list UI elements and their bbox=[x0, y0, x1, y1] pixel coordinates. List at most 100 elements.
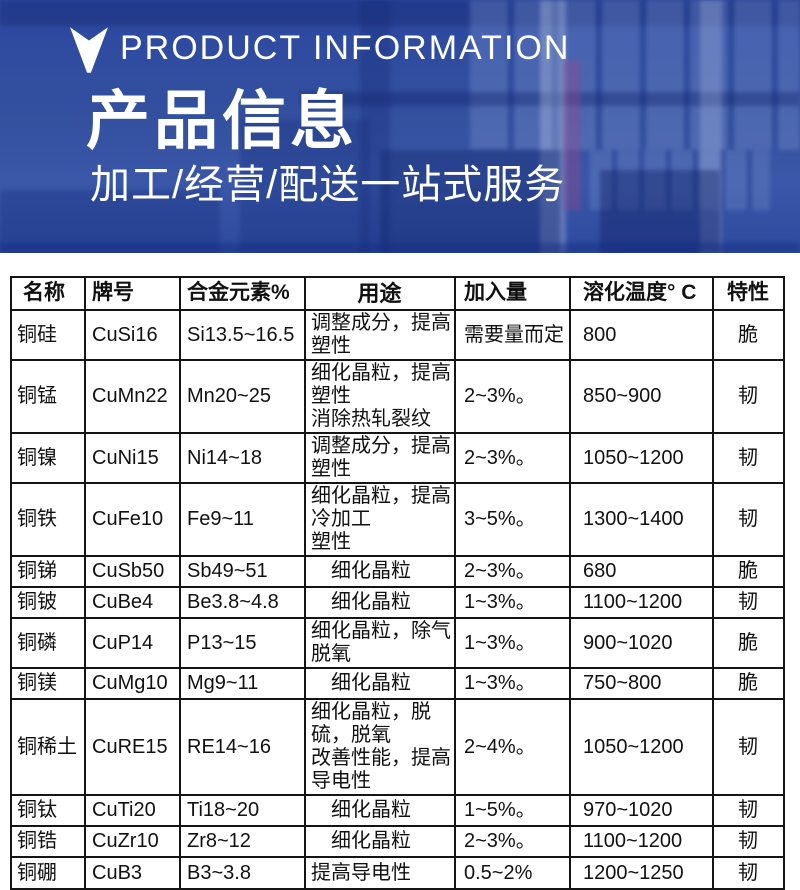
cell-name: 铜硅 bbox=[10, 309, 86, 361]
cell-trait: 脆 bbox=[712, 555, 785, 588]
photo-shape bbox=[300, 92, 800, 106]
table-body: 铜硅 CuSi16 Si13.5~16.5 调整成分，提高塑性 需要量而定 800 脆铜锰 C… bbox=[10, 309, 785, 890]
cell-usage: 细化晶粒，提高冷加工 塑性 bbox=[304, 482, 456, 557]
cell-name: 铜镍 bbox=[10, 432, 86, 484]
cell-temp: 680 bbox=[569, 555, 714, 588]
english-title: PRODUCT INFORMATION bbox=[120, 29, 571, 67]
cell-grade: CuMg10 bbox=[84, 667, 181, 700]
table-row: 铜钛 CuTi20 Ti18~20 细化晶粒 1~5%。 970~1020 韧 bbox=[10, 794, 785, 827]
photo-shape bbox=[380, 150, 560, 253]
column-header-trait: 特性 bbox=[712, 276, 785, 311]
cell-usage: 调整成分，提高塑性 bbox=[304, 309, 456, 361]
table-row: 铜镍 CuNi15 Ni14~18 调整成分，提高塑性 2~3%。 1050~1200 韧 bbox=[10, 432, 785, 484]
column-header-temp: 溶化温度° C bbox=[569, 276, 714, 311]
cell-temp: 1300~1400 bbox=[569, 482, 714, 557]
column-header-name: 名称 bbox=[10, 276, 86, 311]
photo-shape bbox=[590, 150, 770, 210]
cell-temp: 1050~1200 bbox=[569, 698, 714, 796]
photo-shape bbox=[600, 170, 720, 253]
cell-alloy: Ti18~20 bbox=[179, 794, 306, 827]
cell-trait: 脆 bbox=[712, 617, 785, 669]
cell-trait: 韧 bbox=[712, 794, 785, 827]
cell-alloy: Sb49~51 bbox=[179, 555, 306, 588]
cell-name: 铜铍 bbox=[10, 586, 86, 619]
product-spec-table: 名称 牌号 合金元素% 用途 加入量 溶化温度° C 特性 铜硅 CuSi16 Si13.5~1… bbox=[10, 276, 785, 890]
column-header-amount: 加入量 bbox=[454, 276, 571, 311]
table-row: 铜锆 CuZr10 Zr8~12 细化晶粒 2~3%。 1100~1200 韧 bbox=[10, 825, 785, 858]
cell-grade: CuP14 bbox=[84, 617, 181, 669]
cell-amount: 2~3%。 bbox=[454, 432, 571, 484]
cell-grade: CuFe10 bbox=[84, 482, 181, 557]
hero-banner: PRODUCT INFORMATION 产品信息 加工/经营/配送一站式服务 bbox=[0, 0, 800, 253]
photo-shape bbox=[360, 0, 390, 253]
cell-usage: 细化晶粒 bbox=[304, 825, 456, 858]
cell-grade: CuMn22 bbox=[84, 359, 181, 434]
cell-usage: 细化晶粒 bbox=[304, 555, 456, 588]
column-header-alloy: 合金元素% bbox=[179, 276, 306, 311]
cell-usage: 调整成分，提高塑性 bbox=[304, 432, 456, 484]
cell-name: 铜锆 bbox=[10, 825, 86, 858]
table-row: 铜锑 CuSb50 Sb49~51 细化晶粒 2~3%。 680 脆 bbox=[10, 555, 785, 588]
cell-amount: 2~3%。 bbox=[454, 359, 571, 434]
cell-alloy: Mn20~25 bbox=[179, 359, 306, 434]
cell-trait: 韧 bbox=[712, 825, 785, 858]
cell-alloy: P13~15 bbox=[179, 617, 306, 669]
table-header-row: 名称 牌号 合金元素% 用途 加入量 溶化温度° C 特性 bbox=[10, 276, 785, 311]
cell-alloy: Ni14~18 bbox=[179, 432, 306, 484]
cell-name: 铜镁 bbox=[10, 667, 86, 700]
cell-temp: 970~1020 bbox=[569, 794, 714, 827]
cell-amount: 0.5~2% bbox=[454, 856, 571, 890]
cell-name: 铜铁 bbox=[10, 482, 86, 557]
cell-trait: 韧 bbox=[712, 359, 785, 434]
photo-shape bbox=[0, 0, 800, 26]
cell-usage: 细化晶粒，脱硫，脱氧 改善性能，提高导电性 bbox=[304, 698, 456, 796]
photo-shape bbox=[0, 243, 800, 253]
cell-usage: 细化晶粒 bbox=[304, 667, 456, 700]
column-header-grade: 牌号 bbox=[84, 276, 181, 311]
cell-name: 铜磷 bbox=[10, 617, 86, 669]
cell-temp: 1200~1250 bbox=[569, 856, 714, 890]
cell-amount: 2~3%。 bbox=[454, 825, 571, 858]
table-row: 铜锰 CuMn22 Mn20~25 细化晶粒，提高塑性 消除热轧裂纹 2~3%。 850~… bbox=[10, 359, 785, 434]
cell-usage: 细化晶粒 bbox=[304, 794, 456, 827]
cell-alloy: Be3.8~4.8 bbox=[179, 586, 306, 619]
cell-name: 铜钛 bbox=[10, 794, 86, 827]
table-row: 铜铁 CuFe10 Fe9~11 细化晶粒，提高冷加工 塑性 3~5%。 1300~140… bbox=[10, 482, 785, 557]
cell-temp: 750~800 bbox=[569, 667, 714, 700]
cell-temp: 1100~1200 bbox=[569, 586, 714, 619]
cell-amount: 2~3%。 bbox=[454, 555, 571, 588]
column-header-usage: 用途 bbox=[304, 276, 456, 311]
cell-grade: CuZr10 bbox=[84, 825, 181, 858]
photo-shape bbox=[540, 0, 566, 253]
cell-trait: 韧 bbox=[712, 432, 785, 484]
cell-trait: 韧 bbox=[712, 698, 785, 796]
cell-alloy: Fe9~11 bbox=[179, 482, 306, 557]
cell-amount: 3~5%。 bbox=[454, 482, 571, 557]
cell-alloy: RE14~16 bbox=[179, 698, 306, 796]
cell-amount: 1~5%。 bbox=[454, 794, 571, 827]
down-arrowhead-icon bbox=[70, 27, 108, 73]
subtitle: 加工/经营/配送一站式服务 bbox=[90, 163, 566, 207]
cell-alloy: Mg9~11 bbox=[179, 667, 306, 700]
cell-amount: 1~3%。 bbox=[454, 617, 571, 669]
cell-name: 铜硼 bbox=[10, 856, 86, 890]
cell-amount: 1~3%。 bbox=[454, 667, 571, 700]
cell-temp: 850~900 bbox=[569, 359, 714, 434]
photo-shape bbox=[0, 190, 220, 253]
cell-grade: CuSb50 bbox=[84, 555, 181, 588]
cell-amount: 1~3%。 bbox=[454, 586, 571, 619]
cell-temp: 800 bbox=[569, 309, 714, 361]
cell-grade: CuB3 bbox=[84, 856, 181, 890]
cell-amount: 2~4%。 bbox=[454, 698, 571, 796]
cell-usage: 细化晶粒，提高塑性 消除热轧裂纹 bbox=[304, 359, 456, 434]
cell-trait: 韧 bbox=[712, 586, 785, 619]
cell-grade: CuRE15 bbox=[84, 698, 181, 796]
page-title: 产品信息 bbox=[86, 85, 358, 157]
cell-trait: 脆 bbox=[712, 309, 785, 361]
cell-name: 铜锑 bbox=[10, 555, 86, 588]
cell-amount: 需要量而定 bbox=[454, 309, 571, 361]
cell-temp: 1100~1200 bbox=[569, 825, 714, 858]
photo-shape bbox=[700, 0, 722, 253]
cell-temp: 900~1020 bbox=[569, 617, 714, 669]
cell-name: 铜稀土 bbox=[10, 698, 86, 796]
